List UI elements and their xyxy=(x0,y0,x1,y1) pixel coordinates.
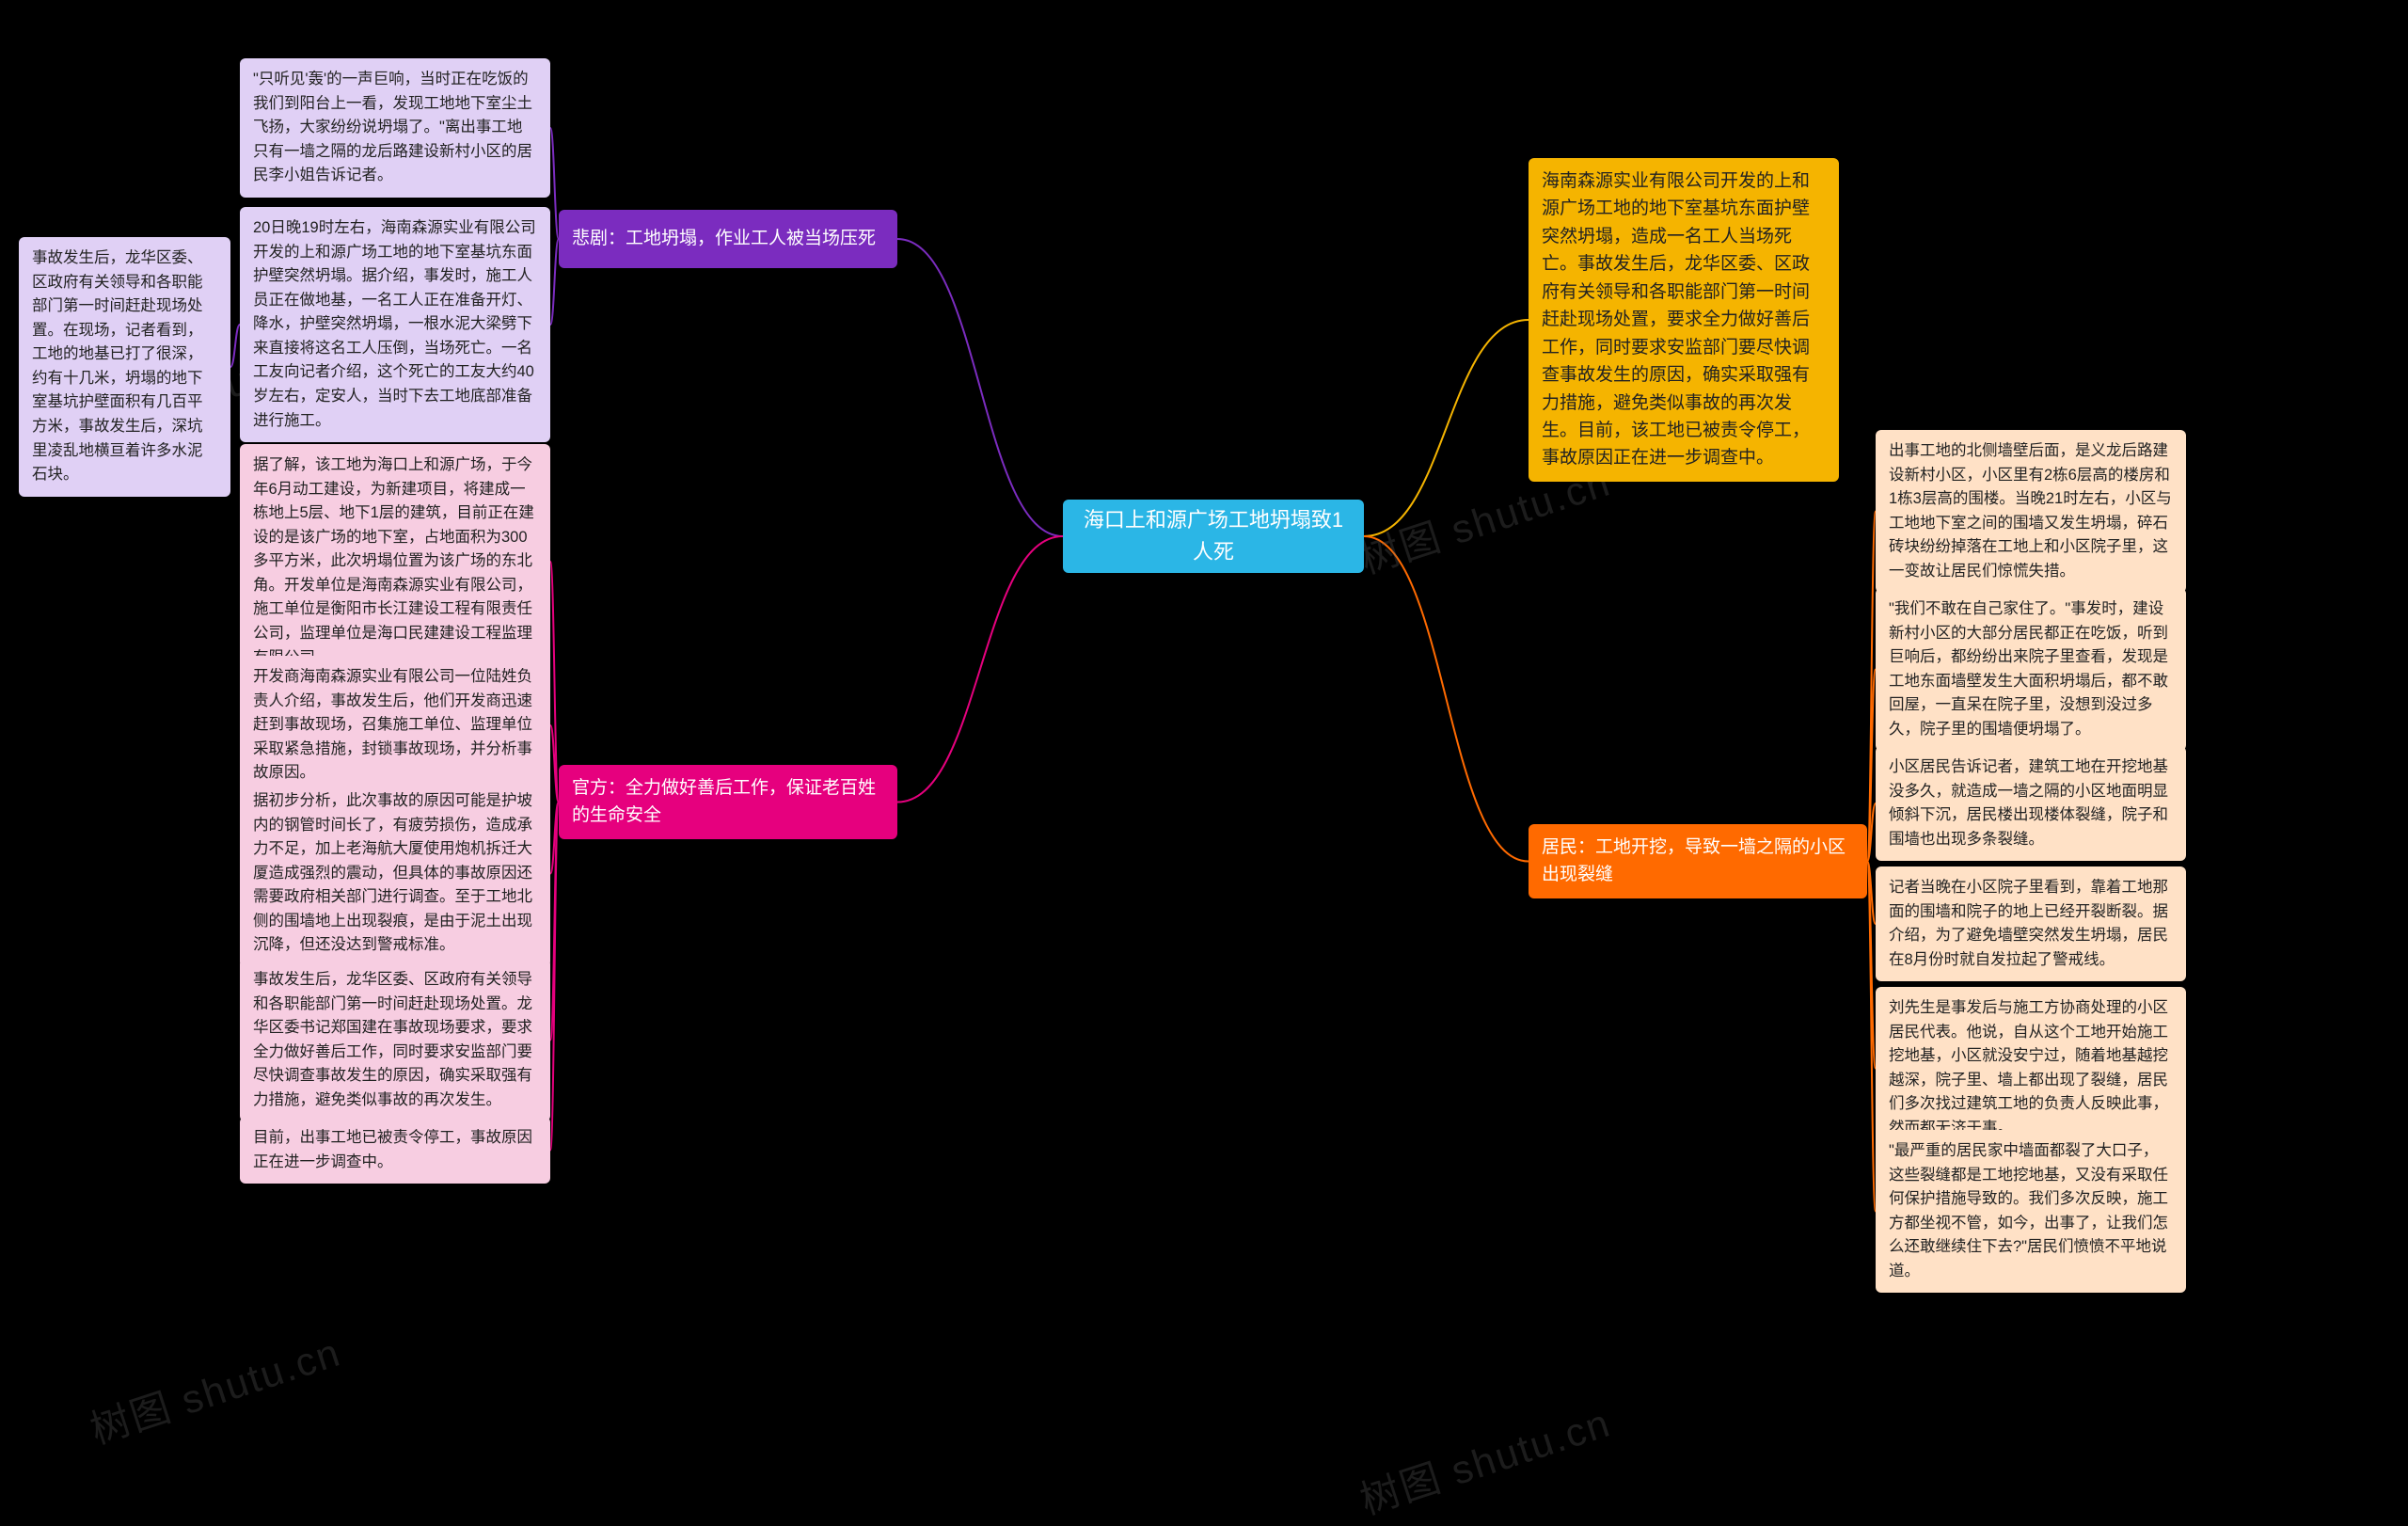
leaf-residents-3[interactable]: 记者当晚在小区院子里看到，靠着工地那面的围墙和院子的地上已经开裂断裂。据介绍，为… xyxy=(1876,866,2186,981)
leaf-tragedy-1[interactable]: 20日晚19时左右，海南森源实业有限公司开发的上和源广场工地的地下室基坑东面护壁… xyxy=(240,207,550,442)
leaf-residents-0[interactable]: 出事工地的北侧墙壁后面，是义龙后路建设新村小区，小区里有2栋6层高的楼房和1栋3… xyxy=(1876,430,2186,593)
watermark: 树图 shutu.cn xyxy=(82,1321,347,1455)
leaf-residents-5[interactable]: "最严重的居民家中墙面都裂了大口子，这些裂缝都是工地挖地基，又没有采取任何保护措… xyxy=(1876,1130,2186,1293)
leaf-official-3[interactable]: 事故发生后，龙华区委、区政府有关领导和各职能部门第一时间赶赴现场处置。龙华区委书… xyxy=(240,959,550,1121)
leaf-official-1[interactable]: 开发商海南森源实业有限公司一位陆姓负责人介绍，事故发生后，他们开发商迅速赶到事故… xyxy=(240,656,550,795)
leaf-tragedy-0[interactable]: "只听见'轰'的一声巨响，当时正在吃饭的我们到阳台上一看，发现工地地下室尘土飞扬… xyxy=(240,58,550,198)
branch-tragedy[interactable]: 悲剧：工地坍塌，作业工人被当场压死 xyxy=(559,210,897,268)
watermark: 树图 shutu.cn xyxy=(1352,1391,1617,1526)
leaf-tragedy-1-extra[interactable]: 事故发生后，龙华区委、区政府有关领导和各职能部门第一时间赶赴现场处置。在现场，记… xyxy=(19,237,230,497)
branch-summary[interactable]: 海南森源实业有限公司开发的上和源广场工地的地下室基坑东面护壁突然坍塌，造成一名工… xyxy=(1529,158,1839,482)
center-node[interactable]: 海口上和源广场工地坍塌致1人死 xyxy=(1063,500,1364,573)
leaf-residents-1[interactable]: "我们不敢在自己家住了。"事发时，建设新村小区的大部分居民都正在吃饭，听到巨响后… xyxy=(1876,588,2186,751)
leaf-residents-4[interactable]: 刘先生是事发后与施工方协商处理的小区居民代表。他说，自从这个工地开始施工挖地基，… xyxy=(1876,987,2186,1150)
branch-residents[interactable]: 居民：工地开挖，导致一墙之隔的小区出现裂缝 xyxy=(1529,824,1867,898)
leaf-official-2[interactable]: 据初步分析，此次事故的原因可能是护坡内的钢管时间长了，有疲劳损伤，造成承力不足，… xyxy=(240,780,550,967)
leaf-residents-2[interactable]: 小区居民告诉记者，建筑工地在开挖地基没多久，就造成一墙之隔的小区地面明显倾斜下沉… xyxy=(1876,746,2186,861)
leaf-official-4[interactable]: 目前，出事工地已被责令停工，事故原因正在进一步调查中。 xyxy=(240,1117,550,1184)
branch-official[interactable]: 官方：全力做好善后工作，保证老百姓的生命安全 xyxy=(559,765,897,839)
leaf-official-0[interactable]: 据了解，该工地为海口上和源广场，于今年6月动工建设，为新建项目，将建成一栋地上5… xyxy=(240,444,550,679)
